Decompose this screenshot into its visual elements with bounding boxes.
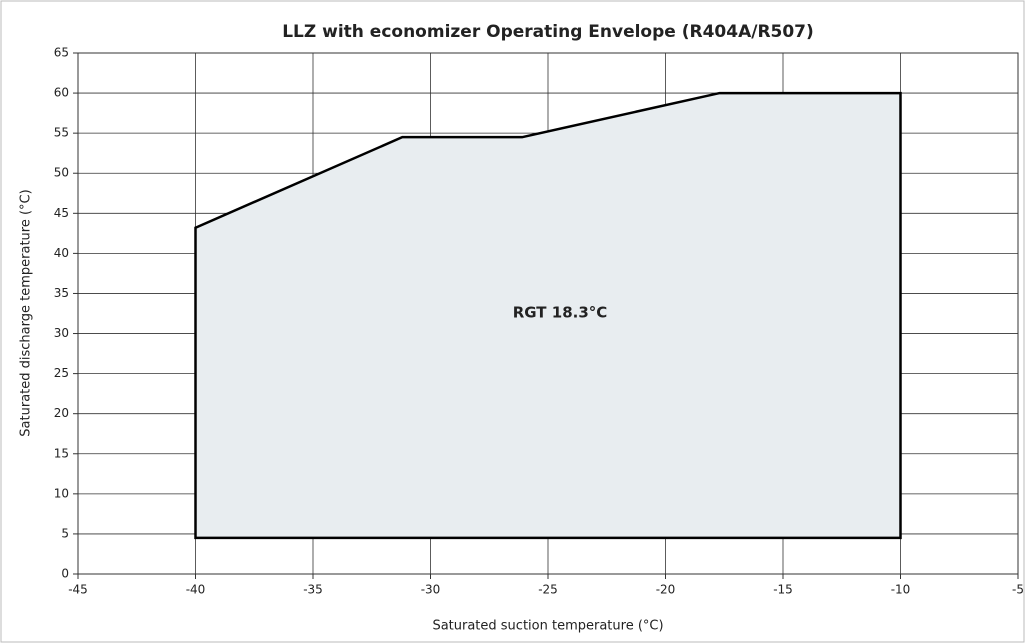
- x-tick-label: -35: [303, 583, 323, 597]
- y-tick-label: 25: [54, 366, 69, 380]
- y-tick-label: 30: [54, 326, 69, 340]
- x-tick-label: -10: [891, 583, 911, 597]
- x-tick-label: -30: [421, 583, 441, 597]
- y-tick-label: 45: [54, 206, 69, 220]
- plot-frame: [77, 52, 1019, 575]
- x-tick-label: -25: [538, 583, 558, 597]
- x-tick-label: -45: [68, 583, 88, 597]
- y-tick-label: 40: [54, 246, 69, 260]
- y-tick-label: 65: [54, 46, 69, 60]
- x-tick-label: -5: [1012, 583, 1024, 597]
- x-tick-label: -40: [186, 583, 206, 597]
- x-axis-label: Saturated suction temperature (°C): [432, 619, 663, 634]
- y-tick-label: 55: [54, 126, 69, 140]
- y-axis-label: Saturated discharge temperature (°C): [19, 189, 34, 436]
- y-tick-label: 0: [61, 567, 69, 581]
- envelope: [194, 91, 902, 540]
- y-tick-label: 20: [54, 406, 69, 420]
- y-tick-label: 10: [54, 486, 69, 500]
- y-tick-label: 5: [61, 526, 69, 540]
- x-tick-label: -20: [656, 583, 676, 597]
- annotation: RGT 18.3°C: [513, 304, 608, 322]
- chart-title: LLZ with economizer Operating Envelope (…: [282, 22, 814, 42]
- y-tick-label: 35: [54, 286, 69, 300]
- x-tick-label: -15: [773, 583, 793, 597]
- y-tick-label: 15: [54, 446, 69, 460]
- y-tick-label: 60: [54, 86, 69, 100]
- y-tick-label: 50: [54, 166, 69, 180]
